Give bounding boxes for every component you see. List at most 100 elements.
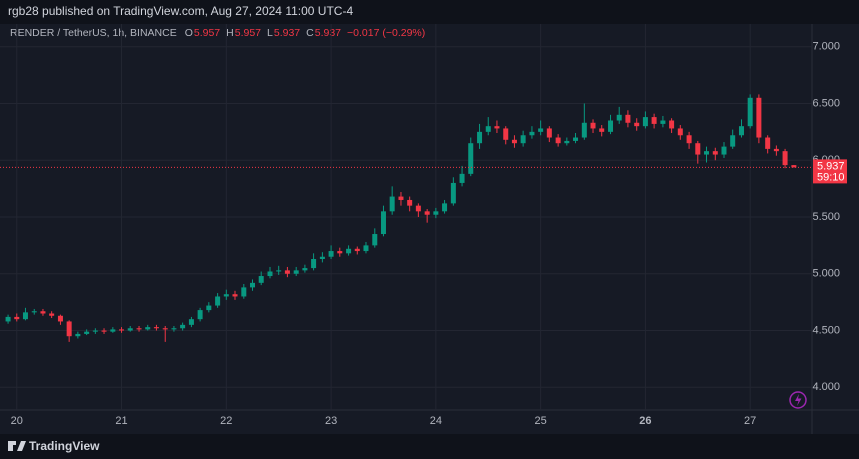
candle-body: [756, 97, 762, 138]
candle-body: [686, 135, 692, 144]
candle-body: [57, 315, 63, 322]
candle-body: [75, 333, 81, 337]
candle-body: [267, 271, 273, 277]
candle-body: [765, 137, 771, 149]
y-tick-label: 5.500: [812, 211, 840, 223]
candle-body: [171, 328, 177, 330]
candle-body: [319, 256, 325, 260]
candle-body: [127, 328, 133, 331]
candle-body: [40, 311, 46, 314]
candle-body: [485, 126, 491, 132]
candle-body: [337, 251, 343, 254]
candle-body: [669, 120, 675, 129]
x-tick-label: 22: [220, 415, 232, 427]
candle-body: [433, 211, 439, 215]
candle-body: [415, 205, 421, 212]
candle-body: [573, 137, 579, 141]
candle-body: [241, 287, 247, 297]
candle-body: [590, 122, 596, 129]
candle-body: [284, 270, 290, 274]
footer-brand: TradingView: [29, 439, 100, 453]
candle-body: [712, 151, 718, 155]
x-tick-label: 24: [430, 415, 442, 427]
x-tick-label: 23: [325, 415, 337, 427]
candle-body: [738, 126, 744, 136]
candle-body: [22, 312, 28, 320]
candle-body: [398, 196, 404, 200]
candle-body: [538, 128, 544, 132]
candle-body: [346, 248, 352, 254]
legend-key: H: [226, 27, 234, 39]
candle-body: [223, 294, 229, 297]
y-tick-label: 5.000: [812, 268, 840, 280]
candle-body: [354, 248, 360, 252]
y-tick-label: 7.000: [812, 41, 840, 53]
legend-value: 5.937: [315, 27, 341, 39]
x-tick-label: 27: [744, 415, 756, 427]
candle-body: [92, 330, 98, 332]
candle-body: [494, 126, 500, 129]
candle-body: [328, 251, 334, 257]
candle-body: [459, 173, 465, 183]
candle-body: [773, 148, 779, 152]
candle-body: [608, 120, 614, 132]
candle-body: [642, 117, 648, 127]
legend-change: −0.017 (−0.29%): [347, 27, 425, 39]
candle-body: [511, 139, 517, 144]
candle-body: [503, 128, 509, 140]
last-price-label: 5.937: [817, 160, 845, 172]
symbol-title: RENDER / TetherUS, 1h, BINANCE: [10, 27, 177, 39]
candle-body: [616, 114, 622, 121]
candle-body: [660, 120, 666, 124]
candle-body: [424, 211, 430, 215]
candle-body: [599, 128, 605, 132]
candle-body: [276, 270, 282, 272]
candle-body: [677, 128, 683, 136]
candle-body: [380, 211, 386, 235]
candle-body: [363, 245, 369, 252]
candle-body: [695, 143, 701, 155]
candle-body: [625, 114, 631, 123]
logo-mark: [8, 441, 26, 451]
y-tick-label: 4.000: [812, 381, 840, 393]
candle-body: [730, 135, 736, 147]
candle-body: [250, 282, 256, 288]
candle-body: [581, 122, 587, 138]
candle-body: [721, 146, 727, 155]
x-tick-label: 26: [639, 415, 651, 427]
candle-body: [119, 329, 125, 331]
candle-body: [450, 182, 456, 204]
candle-body: [529, 131, 535, 136]
candle-body: [634, 122, 640, 127]
candle-body: [302, 268, 308, 271]
candle-body: [162, 328, 168, 330]
legend: RENDER / TetherUS, 1h, BINANCE O 5.957 H 5.9…: [10, 27, 425, 39]
candle-body: [101, 330, 107, 332]
countdown-label: 59:10: [817, 171, 845, 183]
alert-icon-bolt: [795, 394, 802, 406]
candle-body: [477, 131, 483, 144]
candle-body: [782, 151, 788, 166]
last-price-tag: [813, 159, 847, 184]
chart-panel: [0, 24, 859, 434]
candle-body: [14, 316, 20, 320]
candle-body: [651, 117, 657, 124]
candle-body: [188, 319, 194, 325]
candle-body: [136, 328, 142, 330]
candle-body: [197, 310, 203, 320]
y-tick-label: 4.500: [812, 324, 840, 336]
candle-body: [206, 305, 212, 311]
candle-body: [791, 165, 797, 168]
candle-body: [215, 296, 221, 306]
candle-body: [555, 137, 561, 144]
candle-body: [546, 128, 552, 138]
legend-value: 5.937: [274, 27, 300, 39]
legend-key: L: [267, 27, 273, 39]
legend-value: 5.957: [194, 27, 220, 39]
alert-icon[interactable]: [789, 391, 807, 409]
candle-body: [5, 316, 11, 322]
candle-body: [66, 321, 72, 337]
candle-body: [407, 199, 413, 206]
footer-logo: TradingView: [8, 439, 100, 453]
